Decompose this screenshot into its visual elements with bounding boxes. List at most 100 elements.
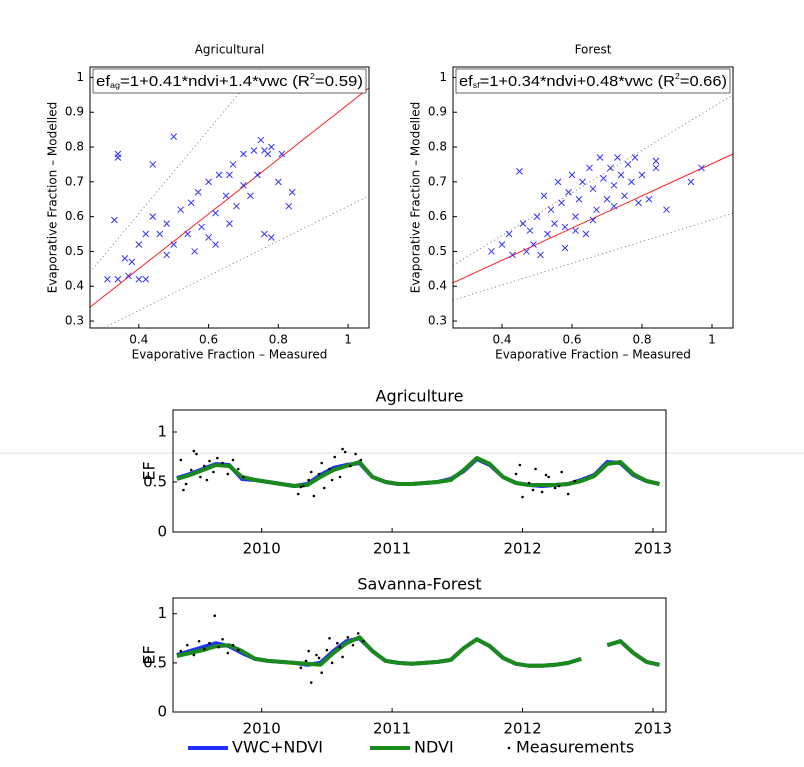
fit-line xyxy=(452,212,734,301)
point xyxy=(561,223,569,231)
measurement xyxy=(341,447,344,451)
x-axis-label: Evaporative Fraction – Measured xyxy=(495,348,691,362)
point xyxy=(233,202,240,210)
x-tick-label: 0.8 xyxy=(269,333,288,347)
point xyxy=(222,192,230,200)
measurement xyxy=(299,485,303,489)
point xyxy=(250,147,258,154)
point xyxy=(610,181,618,189)
point xyxy=(558,199,565,207)
point xyxy=(261,230,268,238)
annotation: efag=1+0.41*ndvi+1.4*vwc (R 2=0.59) xyxy=(96,72,363,90)
point xyxy=(628,178,635,186)
point xyxy=(285,202,293,210)
x-axis-label: Evaporative Fraction – Measured xyxy=(132,348,328,362)
point xyxy=(526,227,534,234)
measurement xyxy=(299,666,303,670)
measurement xyxy=(544,473,548,477)
point xyxy=(163,251,171,259)
point xyxy=(274,178,282,186)
measurement xyxy=(336,641,339,645)
measurement xyxy=(221,637,224,641)
point xyxy=(586,164,593,172)
point xyxy=(568,171,576,179)
point xyxy=(114,150,122,158)
measurement xyxy=(557,484,561,488)
point xyxy=(205,178,212,186)
point xyxy=(278,150,286,158)
measurement xyxy=(560,470,563,474)
x-tick-label: 0.6 xyxy=(562,333,581,347)
legend-label: Measurements xyxy=(516,738,634,757)
y-tick-label: 1 xyxy=(76,70,84,84)
measurement xyxy=(349,464,352,468)
measurement xyxy=(317,656,321,660)
point xyxy=(607,164,614,172)
x-tick-label: 2011 xyxy=(373,720,411,738)
measurement xyxy=(208,641,211,645)
point xyxy=(170,241,178,248)
y-tick-label: 0.5 xyxy=(143,653,167,671)
y-axis-label: Evaporative Fraction – Modelled xyxy=(46,102,60,294)
measurement xyxy=(527,481,531,485)
point xyxy=(509,251,516,259)
point xyxy=(547,206,555,214)
y-axis-label: Evaporative Fraction – Modelled xyxy=(409,102,423,294)
point xyxy=(652,157,660,165)
x-tick-label: 2010 xyxy=(243,720,281,738)
point xyxy=(149,213,157,220)
point xyxy=(516,168,523,175)
point xyxy=(603,195,611,203)
measurement xyxy=(199,475,202,479)
point xyxy=(267,143,275,151)
measurement xyxy=(328,467,331,471)
point xyxy=(163,220,171,227)
annotation-part: =1+0.34*ndvi+0.48*vwc (R xyxy=(480,73,676,90)
point xyxy=(240,150,247,158)
point xyxy=(698,164,705,172)
measurement xyxy=(197,639,201,643)
measurement xyxy=(307,478,310,482)
x-tick-label: 0.4 xyxy=(129,333,148,347)
y-tick-label: 0.3 xyxy=(65,314,84,328)
measurement xyxy=(540,490,544,494)
point xyxy=(135,241,143,248)
point xyxy=(488,248,495,255)
point xyxy=(257,136,265,144)
point xyxy=(111,216,118,224)
annotation-part: =0.59) xyxy=(315,73,363,90)
measurement xyxy=(217,645,220,649)
point xyxy=(198,223,205,231)
measurement xyxy=(531,488,535,492)
point xyxy=(621,192,628,200)
point xyxy=(247,192,254,200)
point xyxy=(572,227,579,234)
point xyxy=(226,171,233,179)
plot-frame xyxy=(89,66,370,329)
point xyxy=(187,199,195,207)
measurement xyxy=(330,478,334,482)
measurement xyxy=(213,614,217,617)
plot-frame xyxy=(452,66,734,329)
point xyxy=(267,234,275,241)
x-tick-label: 0.6 xyxy=(199,333,218,347)
point xyxy=(142,230,150,238)
point xyxy=(121,255,129,262)
measurement xyxy=(309,470,313,474)
y-tick-label: 0.5 xyxy=(143,473,167,491)
point xyxy=(638,171,646,179)
measurement xyxy=(203,464,206,468)
x-tick-label: 2010 xyxy=(243,540,281,558)
point xyxy=(565,188,572,196)
point xyxy=(593,206,600,214)
point xyxy=(530,241,537,248)
chart-title: Savanna-Forest xyxy=(357,575,481,594)
measurement xyxy=(338,475,342,479)
measurement xyxy=(226,651,230,655)
measurement xyxy=(221,461,224,465)
x-tick-label: 2012 xyxy=(503,720,541,738)
point xyxy=(177,206,185,214)
y-axis-label: EF xyxy=(140,645,159,664)
